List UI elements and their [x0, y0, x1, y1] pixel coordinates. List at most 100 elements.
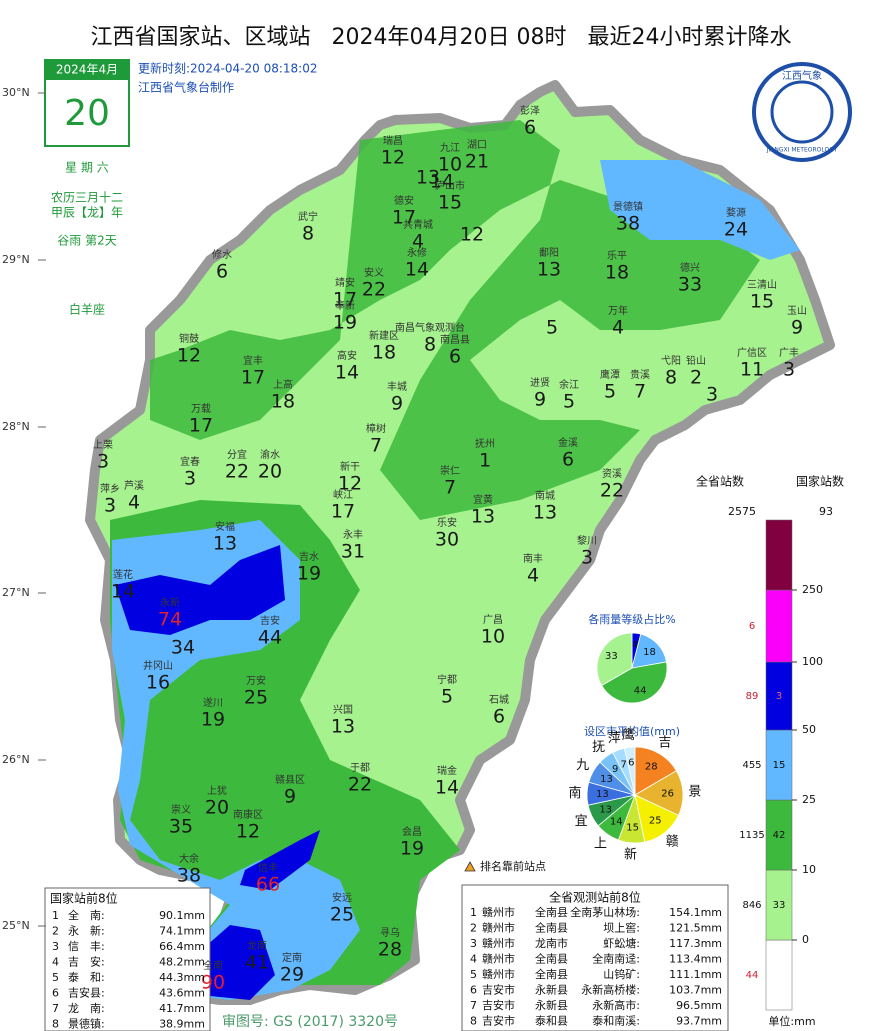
station-value: 41	[245, 952, 269, 974]
table-cell: 山钨矿:	[603, 968, 640, 981]
station-name: 永修	[407, 246, 427, 259]
table-cell: 6	[470, 984, 477, 997]
station-value: 31	[341, 541, 365, 563]
logo: 江西气象 JIANGXI METEOROLOGY	[752, 62, 852, 162]
station-name: 寻乌	[380, 926, 400, 939]
table-cell: 113.4mm	[669, 953, 722, 966]
station-name: 宜丰	[243, 354, 263, 367]
station-name: 乐安	[437, 516, 457, 529]
legend-level: 0	[802, 933, 809, 946]
table-cell: 5	[52, 971, 59, 984]
station-value: 4	[128, 492, 140, 514]
station-value: 14	[335, 362, 359, 384]
station-value: 13	[537, 259, 561, 281]
table-cell: 全南南迳:	[592, 952, 640, 966]
station-name: 南丰	[523, 552, 543, 565]
station-value: 38	[177, 865, 201, 887]
province-top-title: 全省观测站前8位	[549, 890, 641, 905]
station-name: 万载	[191, 403, 211, 415]
station-name: 鹰潭	[600, 368, 620, 381]
station-value: 19	[333, 312, 357, 334]
calendar-band	[45, 60, 129, 80]
station-name: 铅山	[686, 354, 706, 367]
station-name: 龙南	[247, 939, 267, 952]
station-name: 瑞昌	[383, 135, 403, 147]
station-value: 15	[750, 291, 774, 313]
pie-category: 抚	[592, 740, 605, 755]
pie-value: 9	[612, 764, 618, 775]
station-name: 兴国	[333, 704, 353, 716]
pie-value: 13	[599, 804, 612, 815]
station-name: 大余	[179, 852, 199, 865]
table-cell: 永新县	[535, 998, 568, 1012]
station-value: 5	[563, 391, 575, 413]
station-name: 庐山市	[435, 179, 465, 192]
pie-value: 44	[634, 685, 647, 696]
pie-value: 25	[649, 816, 662, 827]
legend-band	[765, 589, 793, 663]
station-value: 9	[791, 317, 803, 339]
station-value: 13	[533, 502, 557, 524]
lunar-date: 农历三月十二	[51, 191, 123, 205]
station-value: 22	[348, 774, 372, 796]
table-cell: 5	[470, 968, 477, 981]
table-cell: 泰和县	[535, 1014, 568, 1028]
station-name: 玉山	[787, 305, 807, 317]
station-value: 19	[201, 709, 225, 731]
province-count: 846	[742, 900, 761, 911]
legend-level: 250	[802, 583, 823, 596]
station-name: 南昌县	[440, 333, 470, 346]
table-cell: 1	[470, 906, 477, 919]
rain-area	[150, 120, 760, 520]
station-value: 12	[338, 473, 362, 495]
table-cell: 121.5mm	[669, 922, 722, 935]
station-name: 吉安	[260, 614, 280, 627]
station-value: 5	[441, 686, 453, 708]
table-cell: 1	[52, 909, 59, 922]
station-name: 芦溪	[124, 480, 144, 492]
national-top-title: 国家站前8位	[50, 891, 118, 906]
rain-area	[190, 830, 320, 1000]
station-value: 6	[562, 449, 574, 471]
station-value: 10	[481, 626, 505, 648]
logo-name: 江西气象	[782, 69, 822, 82]
province-map	[85, 80, 835, 1005]
pie-value: 13	[600, 774, 613, 785]
pie-value: 26	[661, 788, 674, 799]
station-value: 14	[430, 171, 454, 193]
national-top-box	[44, 887, 211, 1031]
station-value: 25	[244, 687, 268, 709]
station-name: 鄱阳	[539, 246, 559, 259]
national-count: 3	[776, 691, 782, 702]
station-value: 17	[331, 501, 355, 523]
table-cell: 43.6mm	[159, 987, 205, 1000]
pie-levels-title: 各雨量等级占比%	[588, 612, 675, 626]
pie-value: 7	[621, 759, 627, 770]
station-name: 武宁	[298, 210, 318, 223]
station-name: 广丰	[779, 346, 799, 359]
station-name: 乐平	[607, 250, 627, 262]
station-name: 樟树	[366, 422, 386, 435]
table-cell: 6	[52, 987, 59, 1000]
table-cell: 96.5mm	[676, 999, 722, 1012]
table-cell: 赣州市	[482, 905, 515, 919]
table-cell: 44.3mm	[159, 971, 205, 984]
station-name: 靖安	[335, 276, 355, 289]
weekday: 星 期 六	[65, 161, 109, 175]
station-value: 13	[213, 533, 237, 555]
pie-slice	[631, 633, 667, 669]
station-value: 12	[381, 147, 405, 169]
station-value: 17	[333, 289, 357, 311]
station-value: 7	[444, 477, 456, 499]
national-total: 93	[819, 505, 833, 518]
latitude-label: 26°N	[2, 753, 30, 766]
station-name: 于都	[350, 762, 370, 774]
table-cell: 38.9mm	[159, 1018, 205, 1031]
table-cell: 7	[52, 1002, 59, 1015]
station-value: 10	[438, 154, 462, 176]
rain-area	[600, 160, 800, 260]
table-cell: 永 新:	[68, 924, 105, 938]
station-value: 18	[372, 342, 396, 364]
station-value: 90	[201, 972, 225, 994]
